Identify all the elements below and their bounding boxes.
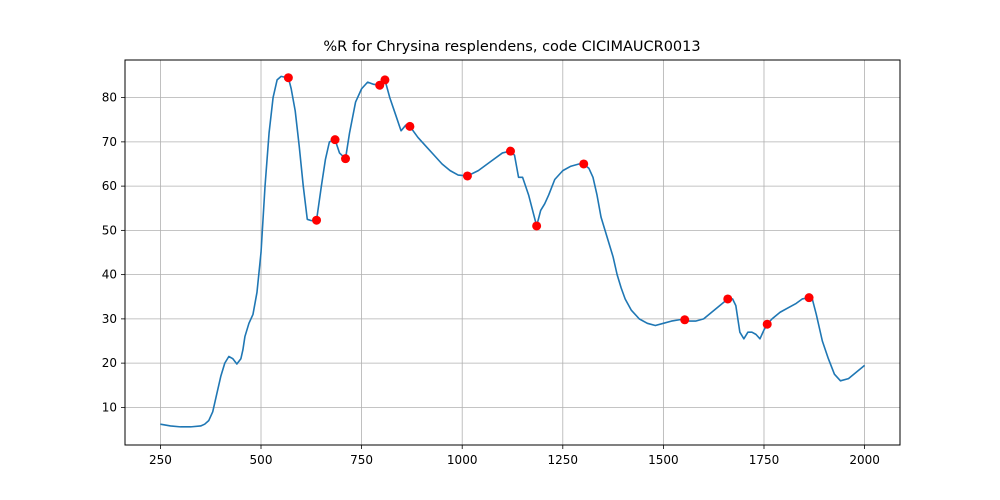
x-tick-label: 250 — [149, 453, 172, 467]
y-tick-label: 50 — [102, 223, 117, 237]
y-tick-label: 20 — [102, 356, 117, 370]
peak-marker — [532, 221, 542, 231]
x-tick-label: 1500 — [648, 453, 679, 467]
plot-area — [160, 73, 866, 428]
y-tick-label: 60 — [102, 179, 117, 193]
x-tick-label: 1250 — [548, 453, 579, 467]
y-tick-label: 80 — [102, 91, 117, 105]
y-tick-label: 10 — [102, 400, 117, 414]
peak-marker — [312, 215, 322, 225]
x-tick-label: 500 — [250, 453, 273, 467]
y-tick-label: 40 — [102, 268, 117, 282]
axes: 250 500 750 1000 1250 1500 1750 2000 10 20 30 40 50 6… — [102, 91, 880, 467]
chart-title: %R for Chrysina resplendens, code CICIMA… — [323, 39, 700, 55]
peak-marker — [804, 293, 814, 303]
peak-marker — [341, 154, 351, 164]
peak-marker — [680, 315, 690, 325]
peak-marker — [330, 135, 340, 145]
peak-marker — [505, 146, 515, 156]
x-tick-label: 1750 — [749, 453, 780, 467]
peak-marker — [380, 75, 390, 85]
peak-marker — [283, 73, 293, 83]
peak-marker — [762, 319, 772, 329]
x-tick-label: 2000 — [849, 453, 880, 467]
x-tick-label: 1000 — [447, 453, 478, 467]
peak-marker — [462, 171, 472, 181]
peak-marker — [723, 294, 733, 304]
y-tick-label: 30 — [102, 312, 117, 326]
axes-frame — [124, 59, 901, 446]
y-tick-label: 70 — [102, 135, 117, 149]
peak-marker — [579, 159, 589, 169]
x-tick-label: 750 — [350, 453, 373, 467]
grid — [125, 60, 900, 445]
peak-marker — [405, 121, 415, 131]
